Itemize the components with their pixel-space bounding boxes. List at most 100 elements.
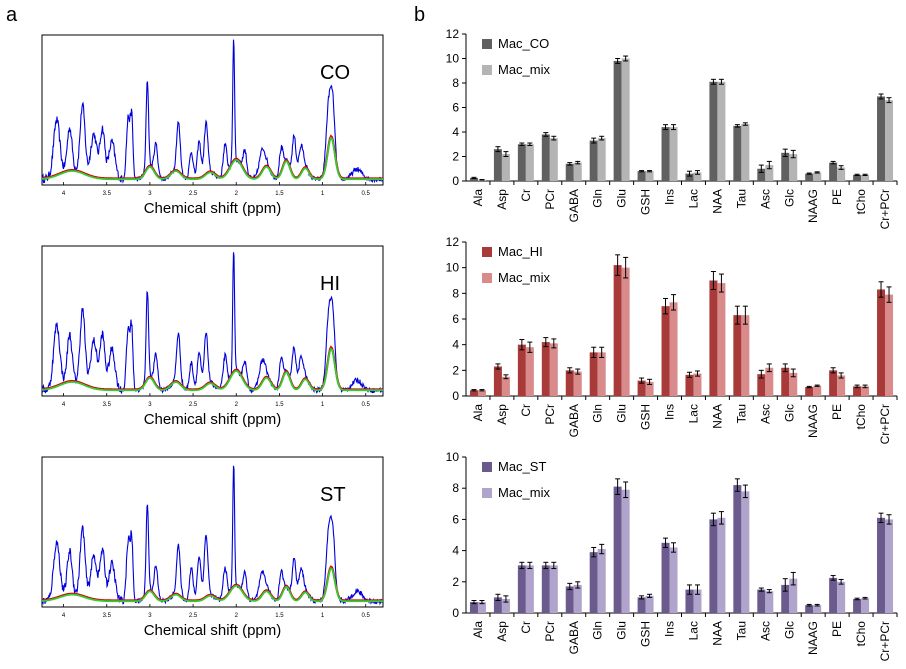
panel-label-b: b	[414, 4, 426, 26]
bar-mac-co	[805, 173, 814, 181]
bar-mac-mix	[549, 138, 558, 181]
bar-mac-mix	[765, 165, 774, 181]
x-tick-label: Glu	[615, 621, 629, 640]
spectrum-xlabel: Chemical shift (ppm)	[144, 200, 282, 217]
bar-mac-mix	[885, 100, 894, 181]
y-tick-label: 0	[452, 606, 459, 620]
bar-mac-hi	[661, 306, 670, 396]
bar-mac-st	[709, 519, 718, 613]
bar-mac-st	[733, 485, 742, 613]
spectrum-tick-label: 4	[62, 402, 66, 408]
bar-mac-st	[565, 586, 574, 613]
bar-mac-mix	[765, 367, 774, 396]
bar-mac-mix	[525, 347, 534, 396]
bar-mac-co	[589, 140, 598, 181]
bar-mac-mix	[813, 172, 822, 181]
x-tick-label: Gln	[591, 404, 605, 423]
bar-chart-1: 0 2 4 6 8 10 12 Ala Asp Cr PCr GABA Gln Glu GSH Ins Lac N…	[446, 27, 898, 229]
bar-mac-mix	[597, 549, 606, 613]
bar-mac-co	[781, 152, 790, 181]
x-tick-label: tCho	[854, 404, 868, 430]
legend-label: Mac_mix	[498, 485, 551, 500]
bar-mac-hi	[493, 366, 502, 396]
x-tick-label: Ins	[663, 189, 677, 205]
bar-mac-mix	[597, 352, 606, 396]
bar-mac-mix	[741, 491, 750, 613]
y-tick-label: 2	[452, 363, 459, 377]
bar-mac-st	[757, 589, 766, 613]
spectrum-tick-label: 0.5	[362, 402, 371, 408]
bar-mac-co	[613, 60, 622, 182]
bar-mac-mix	[789, 372, 798, 396]
spectrum-label: CO	[320, 62, 350, 84]
bar-mac-st	[637, 597, 646, 613]
macromolecule-line	[41, 136, 383, 181]
bar-mac-st	[853, 598, 862, 613]
x-tick-label: PCr	[543, 404, 557, 425]
bar-mac-hi	[757, 374, 766, 396]
bar-mac-hi	[613, 265, 622, 396]
bar-mac-st	[661, 542, 670, 613]
x-tick-label: Ins	[663, 404, 677, 420]
bar-mac-mix	[837, 581, 846, 613]
spectrum-panel-co: 4 3.5 3 2.5 2 1.5 1 0.5 CO Chemical shift (ppm)	[41, 34, 384, 217]
y-tick-label: 6	[452, 101, 459, 115]
x-tick-label: Glc	[782, 621, 796, 639]
bar-mac-mix	[693, 373, 702, 396]
spectrum-line	[41, 39, 384, 184]
bar-mac-hi	[829, 370, 838, 396]
bar-mac-mix	[693, 589, 702, 613]
bar-mac-hi	[565, 370, 574, 396]
legend-label: Mac_ST	[498, 459, 546, 474]
bar-mac-hi	[853, 386, 862, 396]
x-tick-label: PE	[830, 189, 844, 205]
spectrum-panel-hi: 4 3.5 3 2.5 2 1.5 1 0.5 HI Chemical shift (ppm)	[41, 245, 384, 428]
y-tick-label: 4	[452, 125, 459, 139]
bar-mac-mix	[741, 124, 750, 181]
x-tick-label: Tau	[734, 189, 748, 208]
bar-mac-mix	[813, 385, 822, 396]
bar-mac-co	[853, 174, 862, 181]
x-tick-label: GSH	[639, 189, 653, 215]
spectrum-tick-label: 2	[235, 613, 239, 619]
x-tick-label: GABA	[567, 189, 581, 222]
x-tick-label: NAAG	[806, 621, 820, 655]
y-tick-label: 2	[452, 575, 459, 589]
spectrum-frame	[41, 34, 384, 186]
bar-mac-mix	[885, 294, 894, 396]
bar-mac-co	[685, 173, 694, 181]
x-tick-label: NAA	[710, 189, 724, 214]
bar-mac-mix	[669, 127, 678, 181]
spectrum-tick-label: 2	[235, 402, 239, 408]
macromolecule-line	[41, 347, 383, 392]
x-tick-label: Tau	[734, 404, 748, 423]
spectrum-tick-label: 3	[148, 191, 152, 197]
legend-swatch	[482, 247, 492, 257]
bar-mac-hi	[877, 289, 886, 396]
spectrum-tick-label: 4	[62, 191, 66, 197]
bar-mac-hi	[781, 367, 790, 396]
bar-mac-mix	[717, 81, 726, 181]
legend-label: Mac_HI	[498, 244, 543, 259]
bar-mac-mix	[765, 591, 774, 613]
bar-mac-hi	[589, 352, 598, 396]
x-tick-label: PCr	[543, 621, 557, 642]
x-tick-label: tCho	[854, 189, 868, 215]
x-tick-label: Gln	[591, 189, 605, 208]
y-tick-label: 8	[452, 286, 459, 300]
y-tick-label: 0	[452, 389, 459, 403]
bar-mac-st	[613, 486, 622, 613]
bar-mac-mix	[477, 390, 486, 396]
y-tick-label: 12	[446, 27, 460, 41]
bar-mac-mix	[789, 154, 798, 181]
x-tick-label: PE	[830, 621, 844, 637]
x-tick-label: Cr+PCr	[878, 404, 892, 444]
spectrum-tick-label: 1	[321, 613, 325, 619]
x-tick-label: NAA	[710, 404, 724, 429]
x-tick-label: Ala	[471, 404, 485, 422]
bar-mac-st	[805, 605, 814, 613]
bar-mac-mix	[621, 58, 630, 181]
legend-swatch	[482, 39, 492, 49]
x-tick-label: Asc	[758, 189, 772, 209]
